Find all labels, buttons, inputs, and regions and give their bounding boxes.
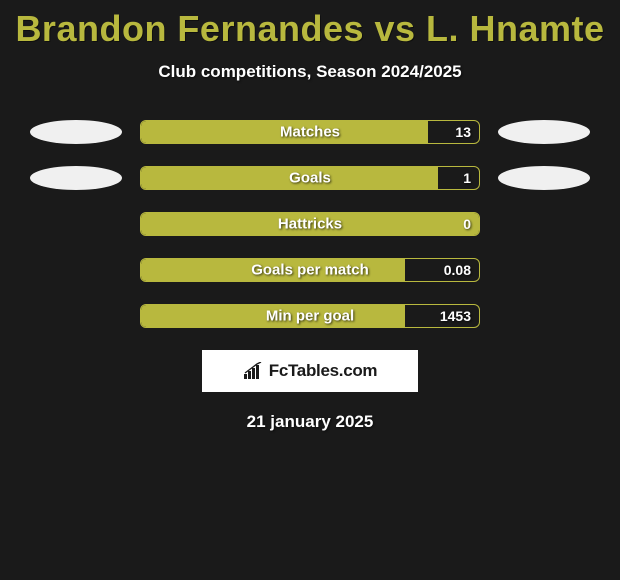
stat-label: Min per goal xyxy=(266,308,354,325)
stat-label: Goals per match xyxy=(251,262,369,279)
logo-badge[interactable]: FcTables.com xyxy=(202,350,418,392)
logo-text: FcTables.com xyxy=(269,361,378,381)
stat-bar: Goals per match 0.08 xyxy=(140,258,480,282)
stat-value: 1453 xyxy=(440,308,471,324)
stat-label: Goals xyxy=(289,170,331,187)
right-team-marker xyxy=(498,120,590,144)
stat-bar: Matches 13 xyxy=(140,120,480,144)
stat-bar: Goals 1 xyxy=(140,166,480,190)
stat-label: Matches xyxy=(280,124,340,141)
stat-label: Hattricks xyxy=(278,216,342,233)
stat-rows: Matches 13 Goals 1 Hattricks 0 Goals per match… xyxy=(0,120,620,328)
date-text: 21 january 2025 xyxy=(0,412,620,432)
subtitle: Club competitions, Season 2024/2025 xyxy=(0,62,620,82)
stat-bar: Hattricks 0 xyxy=(140,212,480,236)
stat-row: Min per goal 1453 xyxy=(0,304,620,328)
stat-value: 0.08 xyxy=(444,262,471,278)
stat-row: Goals per match 0.08 xyxy=(0,258,620,282)
stat-value: 13 xyxy=(455,124,471,140)
left-team-marker xyxy=(30,120,122,144)
right-team-marker xyxy=(498,166,590,190)
stat-row: Hattricks 0 xyxy=(0,212,620,236)
stat-row: Goals 1 xyxy=(0,166,620,190)
stat-value: 0 xyxy=(463,216,471,232)
page-title: Brandon Fernandes vs L. Hnamte xyxy=(0,8,620,50)
comparison-card: Brandon Fernandes vs L. Hnamte Club comp… xyxy=(0,0,620,432)
stat-row: Matches 13 xyxy=(0,120,620,144)
stat-value: 1 xyxy=(463,170,471,186)
left-team-marker xyxy=(30,166,122,190)
bar-chart-icon xyxy=(243,362,265,380)
stat-bar: Min per goal 1453 xyxy=(140,304,480,328)
